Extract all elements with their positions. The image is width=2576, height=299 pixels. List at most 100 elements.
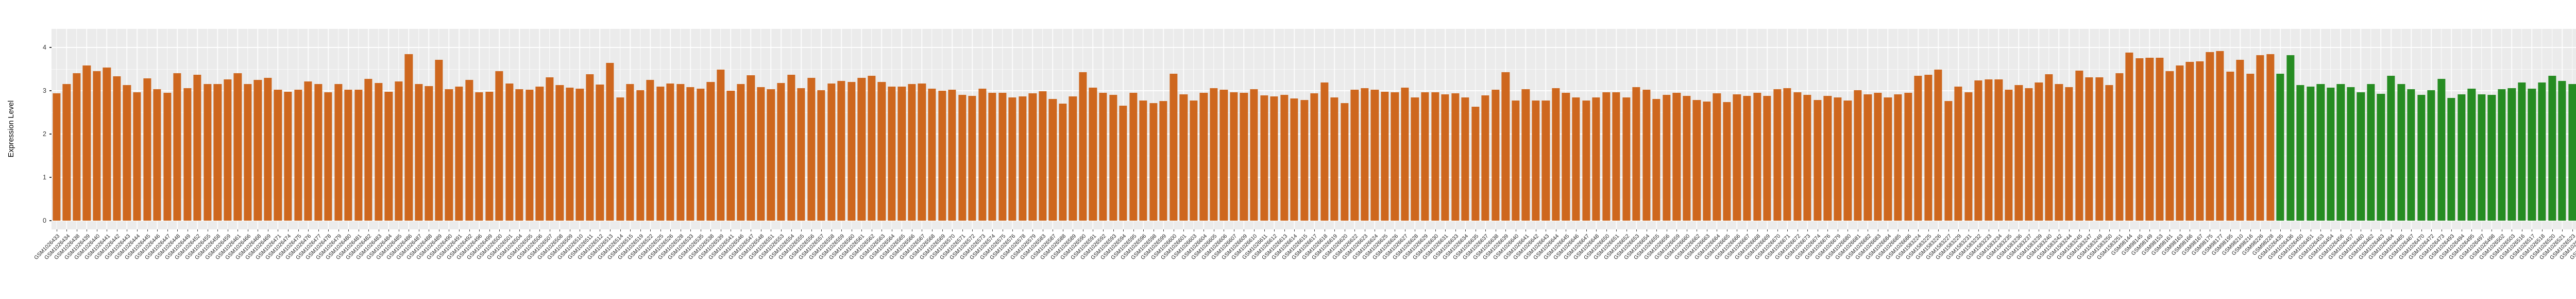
bar-cell xyxy=(927,29,937,229)
x-axis-cell: GSM1026507 xyxy=(526,229,555,299)
x-axis: GSM1026433 GSM1026434 GSM1026438 GSM1026439… xyxy=(33,229,2576,299)
bar-cell xyxy=(122,29,132,229)
bar xyxy=(606,63,614,221)
x-axis-cell: GSM1026611 xyxy=(1241,229,1269,299)
bar-cell xyxy=(2446,29,2456,229)
bar xyxy=(1139,101,1147,221)
x-axis-cell: GSM1026460 xyxy=(2337,229,2366,299)
bar xyxy=(1129,93,1138,221)
bar xyxy=(1733,94,1741,221)
x-tick-mark xyxy=(2240,229,2241,231)
x-axis-cell: GSM1026593 xyxy=(1090,229,1118,299)
bar xyxy=(1039,91,1047,221)
y-tick-label: 0 xyxy=(43,217,46,224)
bar-cell xyxy=(2124,29,2134,229)
x-tick-mark xyxy=(318,229,319,231)
x-axis-cell: GSM1026435 xyxy=(2257,229,2285,299)
x-axis-cell: GSM1026433 xyxy=(33,229,62,299)
bar-cell xyxy=(897,29,907,229)
bar-cell xyxy=(1209,29,1219,229)
x-axis-cell: GSM1026462 xyxy=(2347,229,2376,299)
bar xyxy=(546,77,554,221)
x-axis-cell: GSM1026613 xyxy=(1261,229,1290,299)
bar xyxy=(1642,90,1651,221)
bar xyxy=(948,90,956,221)
x-tick-mark xyxy=(2541,229,2543,231)
bar-cell xyxy=(333,29,344,229)
x-axis-cell: GSM1026490 xyxy=(426,229,454,299)
x-axis-cell: GSM1583224 xyxy=(1894,229,1923,299)
bar-cell xyxy=(1058,29,1068,229)
bar xyxy=(1411,97,1419,221)
bar-cell xyxy=(1732,29,1742,229)
x-axis-cell: GSM1026646 xyxy=(1552,229,1581,299)
bar-cell xyxy=(1823,29,1833,229)
bar xyxy=(1270,96,1278,221)
x-axis-cell: GSM1026455 xyxy=(184,229,213,299)
bar xyxy=(1994,79,2003,221)
bar-cell xyxy=(1370,29,1380,229)
x-axis-cell: GSM1026491 xyxy=(435,229,464,299)
x-tick-mark xyxy=(1163,229,1164,231)
bar xyxy=(2246,74,2255,221)
x-axis-cell: GSM1026594 xyxy=(1099,229,1128,299)
bar-cell xyxy=(1118,29,1128,229)
x-axis-cell: GSM1026478 xyxy=(304,229,333,299)
bar xyxy=(2467,88,2476,221)
bar-cell xyxy=(806,29,817,229)
bar xyxy=(213,84,222,221)
x-axis-cell: GSM1026446 xyxy=(133,229,162,299)
bar xyxy=(1361,88,1369,221)
x-tick-mark xyxy=(650,229,651,231)
bar-cell xyxy=(1289,29,1299,229)
bar-cell xyxy=(1018,29,1028,229)
x-tick-mark xyxy=(670,229,671,231)
x-axis-cell: GSM98145 xyxy=(2120,229,2145,299)
x-axis-cell: GSM1583225 xyxy=(1905,229,1934,299)
bar xyxy=(1199,93,1208,221)
bar xyxy=(988,93,996,221)
x-axis-cell: GSM1026448 xyxy=(154,229,182,299)
bar xyxy=(1904,93,1912,221)
x-tick-mark xyxy=(2260,229,2261,231)
x-axis-cell: GSM1026516 xyxy=(2498,229,2527,299)
x-tick-mark xyxy=(368,229,369,231)
x-axis-cell: GSM1583229 xyxy=(1935,229,1963,299)
bar xyxy=(244,84,252,221)
x-axis-cell: GSM1583250 xyxy=(2086,229,2114,299)
bar xyxy=(968,96,976,221)
x-axis-cell: GSM1026526 xyxy=(647,229,675,299)
bar-cell xyxy=(1672,29,1682,229)
bar-cell xyxy=(1923,29,1934,229)
x-axis-cell: GSM1583237 xyxy=(2005,229,2034,299)
x-tick-mark xyxy=(931,229,933,231)
bar-cell xyxy=(2406,29,2416,229)
x-tick-mark xyxy=(962,229,963,231)
bar xyxy=(435,60,443,221)
x-axis-cell: GSM1026680 xyxy=(1824,229,1853,299)
x-axis-cell: GSM1026471 xyxy=(255,229,283,299)
bar-cell xyxy=(2275,29,2285,229)
bar xyxy=(2528,88,2536,221)
x-tick-mark xyxy=(2401,229,2402,231)
bar xyxy=(2256,55,2264,221)
x-axis-cell: GSM1026452 xyxy=(174,229,202,299)
x-axis-cell: GSM1026599 xyxy=(1140,229,1168,299)
x-axis-cell: GSM1026436 xyxy=(2267,229,2296,299)
bar-cell xyxy=(1007,29,1018,229)
bar-cell xyxy=(263,29,273,229)
x-axis-cell: GSM1583247 xyxy=(2065,229,2094,299)
x-axis-cell: GSM1583242 xyxy=(2036,229,2064,299)
x-axis-cell: GSM1583234 xyxy=(1975,229,2004,299)
bar-cell xyxy=(867,29,877,229)
bar xyxy=(465,80,473,221)
x-axis-cell: GSM1026548 xyxy=(737,229,766,299)
bar-cell xyxy=(2346,29,2356,229)
bar xyxy=(384,91,393,221)
bar-cell xyxy=(2225,29,2235,229)
x-axis-cell: GSM1026566 xyxy=(888,229,917,299)
x-axis-cell: GSM1026474 xyxy=(264,229,293,299)
x-axis-cell: GSM1026671 xyxy=(1764,229,1792,299)
bar-cell xyxy=(202,29,213,229)
bar xyxy=(1783,88,1791,221)
